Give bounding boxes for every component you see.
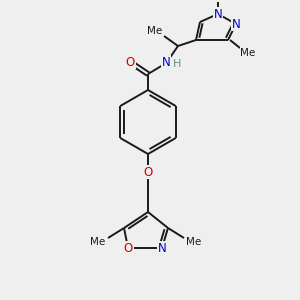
Text: N: N xyxy=(232,17,240,31)
Text: H: H xyxy=(173,59,181,69)
Text: Me: Me xyxy=(90,237,106,247)
Text: O: O xyxy=(125,56,135,68)
Text: N: N xyxy=(158,242,166,254)
Text: N: N xyxy=(214,8,222,20)
Text: Me: Me xyxy=(147,26,163,36)
Text: Me: Me xyxy=(186,237,202,247)
Text: N: N xyxy=(162,56,170,68)
Text: Me: Me xyxy=(240,48,256,58)
Text: O: O xyxy=(143,166,153,178)
Text: O: O xyxy=(123,242,133,254)
